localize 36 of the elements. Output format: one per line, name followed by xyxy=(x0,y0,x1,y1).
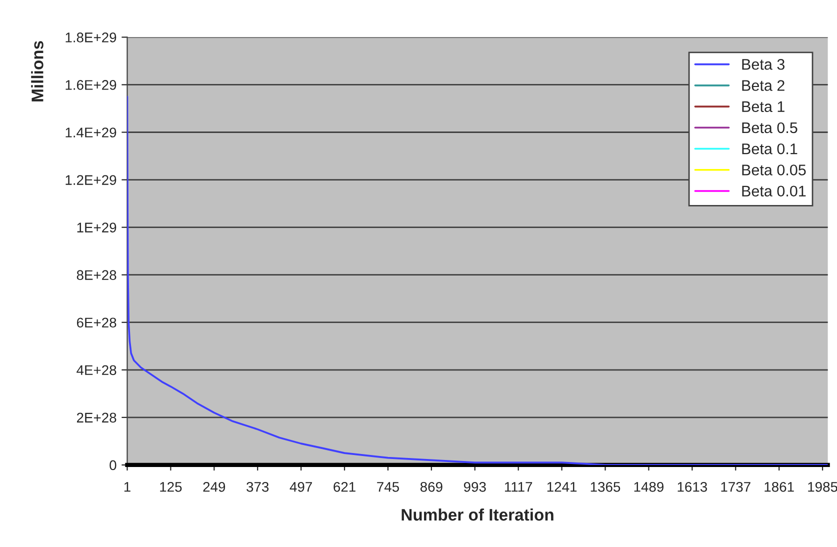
x-tick-label: 1 xyxy=(124,482,130,492)
x-tick-label: 497 xyxy=(290,482,312,492)
x-tick-label: 993 xyxy=(464,482,486,492)
x-tick-label: 1613 xyxy=(678,482,708,492)
legend-label: Beta 0.01 xyxy=(742,186,806,197)
y-tick-label: 1.2E+29 xyxy=(66,175,116,185)
x-tick-label: 869 xyxy=(420,482,442,492)
y-tick-label: 0 xyxy=(110,460,116,470)
x-tick-label: 621 xyxy=(334,482,356,492)
x-tick-label: 745 xyxy=(377,482,399,492)
x-tick-label: 1861 xyxy=(764,482,794,492)
x-tick-label: 1737 xyxy=(721,482,750,492)
y-tick-label: 1.6E+29 xyxy=(66,80,116,90)
x-tick-label: 125 xyxy=(160,482,182,492)
x-tick-label: 1241 xyxy=(547,482,577,492)
legend-label: Beta 0.1 xyxy=(742,143,798,154)
y-tick-label: 1E+29 xyxy=(77,222,116,232)
x-tick-label: 1985 xyxy=(808,482,837,492)
x-tick-label: 249 xyxy=(203,482,226,492)
legend-label: Beta 1 xyxy=(742,101,784,112)
x-tick-label: 1365 xyxy=(590,482,620,492)
y-tick-label: 8E+28 xyxy=(76,270,116,280)
legend-label: Beta 3 xyxy=(742,58,784,70)
y-axis-title: Millions xyxy=(31,41,44,102)
y-tick-label: 1.8E+29 xyxy=(66,32,116,42)
y-tick-label: 2E+28 xyxy=(76,412,116,423)
legend-label: Beta 2 xyxy=(742,80,784,91)
y-tick-label: 4E+28 xyxy=(76,365,116,376)
y-tick-label: 1.4E+29 xyxy=(66,128,116,138)
x-axis-title: Number of Iteration xyxy=(402,508,554,521)
legend-label: Beta 0.05 xyxy=(742,164,806,176)
y-tick-label: 6E+28 xyxy=(76,318,116,328)
x-tick-label: 373 xyxy=(246,482,269,492)
x-tick-label: 1117 xyxy=(504,482,532,492)
x-tick-label: 1489 xyxy=(634,482,664,492)
legend-label: Beta 0.5 xyxy=(742,122,798,134)
